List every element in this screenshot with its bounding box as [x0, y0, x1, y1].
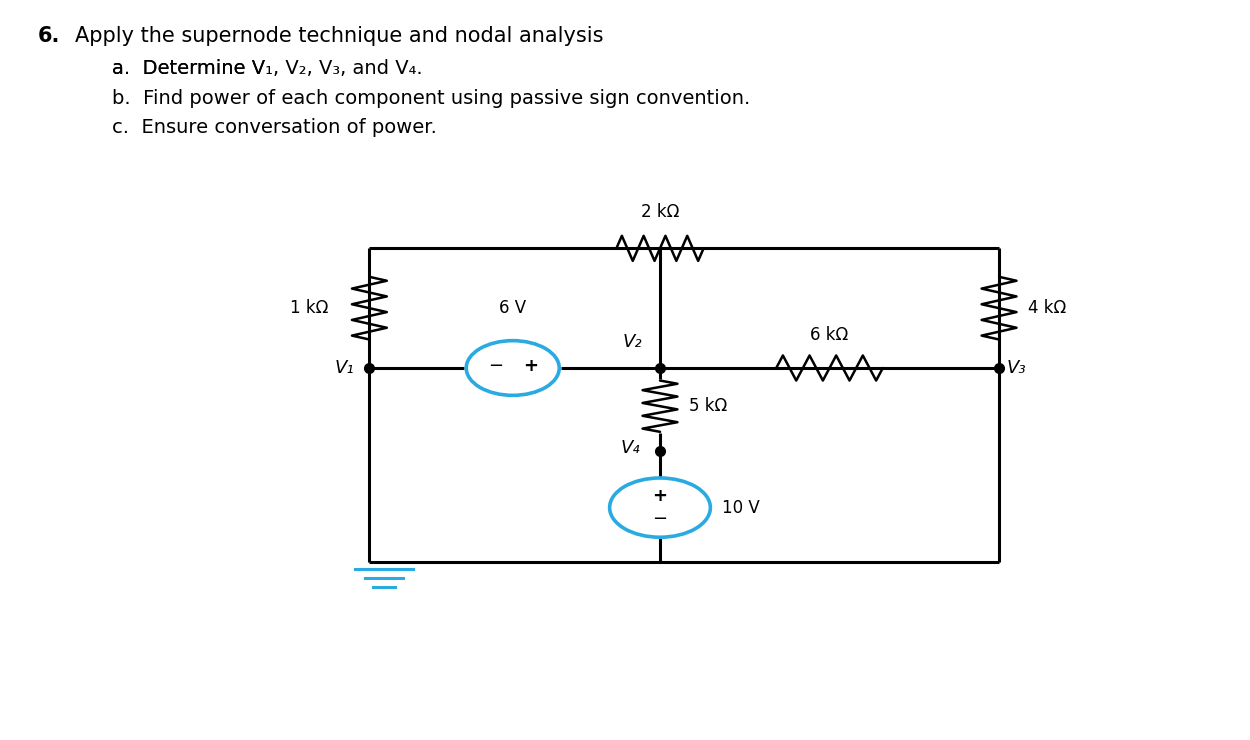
Text: c.  Ensure conversation of power.: c. Ensure conversation of power.: [112, 118, 438, 138]
Text: Apply the supernode technique and nodal analysis: Apply the supernode technique and nodal …: [75, 26, 604, 46]
Text: −: −: [488, 357, 502, 374]
Text: V₄: V₄: [621, 440, 641, 457]
Text: V₂: V₂: [622, 333, 642, 351]
Text: 6 kΩ: 6 kΩ: [810, 326, 849, 344]
Text: b.  Find power of each component using passive sign convention.: b. Find power of each component using pa…: [112, 89, 751, 108]
Text: a.  Determine V₁, V₂, V₃, and V₄.: a. Determine V₁, V₂, V₃, and V₄.: [112, 59, 423, 78]
Text: 1 kΩ: 1 kΩ: [290, 299, 329, 317]
Text: 6.: 6.: [38, 26, 60, 46]
Text: 5 kΩ: 5 kΩ: [689, 397, 727, 415]
Text: −: −: [652, 510, 668, 528]
Text: V₃: V₃: [1006, 359, 1026, 377]
Text: V₁: V₁: [334, 359, 354, 377]
Text: 10 V: 10 V: [722, 499, 760, 517]
Text: +: +: [522, 357, 538, 374]
Text: 6 V: 6 V: [499, 299, 526, 317]
Text: a.  Determine V: a. Determine V: [112, 59, 266, 78]
Text: +: +: [652, 487, 668, 505]
Text: 2 kΩ: 2 kΩ: [641, 203, 679, 221]
Text: 4 kΩ: 4 kΩ: [1028, 299, 1066, 317]
